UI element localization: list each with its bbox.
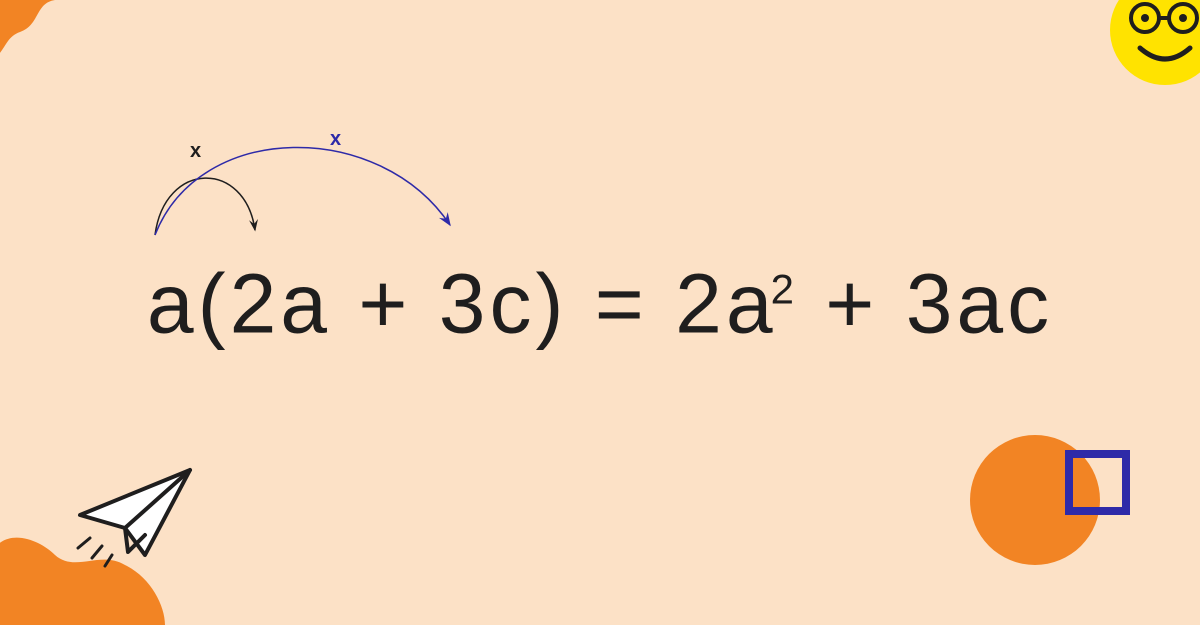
- eq-paren-open: (: [198, 257, 230, 351]
- eq-lhs-a: a: [147, 257, 198, 351]
- eq-plus2: +: [798, 257, 906, 351]
- equation: a(2a + 3c) = 2a2 + 3ac: [147, 256, 1053, 353]
- eq-plus1: +: [331, 257, 439, 351]
- paper-plane-icon: [70, 460, 200, 570]
- arrow-label-long: x: [330, 128, 341, 151]
- eq-rhs2: 3ac: [906, 257, 1053, 351]
- arrow-label-short: x: [190, 140, 201, 163]
- eq-paren-close: ): [535, 257, 567, 351]
- eq-equals: =: [567, 257, 675, 351]
- eq-rhs1-exp: 2: [771, 266, 798, 313]
- eq-term2: 3c: [439, 257, 536, 351]
- blue-square: [1065, 450, 1130, 515]
- eq-term1: 2a: [230, 257, 331, 351]
- eq-rhs1-base: 2a: [675, 257, 776, 351]
